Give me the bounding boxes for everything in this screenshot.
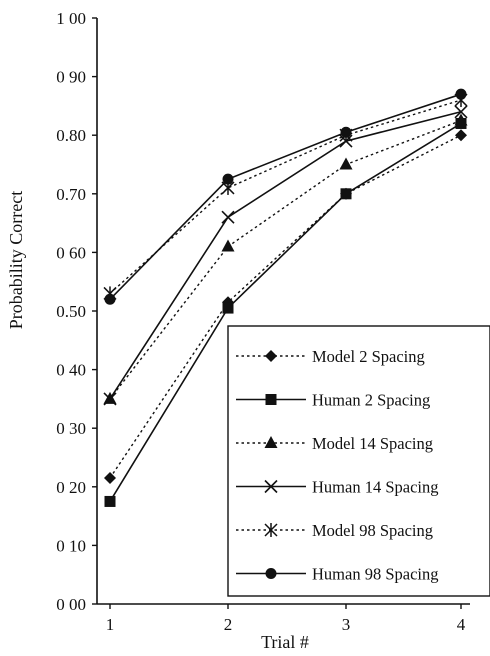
- y-tick-label: 0 10: [56, 536, 86, 555]
- data-point: [104, 293, 116, 305]
- series-line: [109, 122, 462, 502]
- legend-label: Human 2 Spacing: [312, 391, 430, 410]
- legend-entry: Human 98 Spacing: [236, 565, 438, 584]
- x-ticks: 1 2 3 4: [106, 604, 466, 634]
- series-line: [109, 119, 462, 400]
- x-tick-label: 3: [342, 615, 351, 634]
- legend-marker: [264, 523, 278, 537]
- legend-box: [227, 325, 490, 597]
- x-tick-label: 4: [457, 615, 466, 634]
- x-tick-label: 1: [106, 615, 115, 634]
- legend-marker: [265, 394, 277, 405]
- series-line: [109, 93, 462, 300]
- data-point: [221, 239, 235, 252]
- legend-marker: [264, 479, 278, 494]
- legend-entry: Human 14 Spacing: [236, 478, 438, 497]
- legend-label: Model 98 Spacing: [312, 521, 433, 540]
- legend-marker: [265, 568, 277, 579]
- legend-label: Model 14 Spacing: [312, 434, 433, 453]
- y-tick-label: 0 30: [56, 419, 86, 438]
- data-point: [340, 126, 352, 138]
- data-point: [222, 173, 234, 185]
- y-tick-label: 0 00: [56, 595, 86, 614]
- data-point: [455, 129, 467, 142]
- data-point: [104, 495, 116, 507]
- legend-label: Human 14 Spacing: [312, 478, 438, 497]
- legend-label: Human 98 Spacing: [312, 565, 438, 584]
- series-4: [103, 105, 468, 406]
- series-line: [109, 99, 462, 294]
- legend-label: Model 2 Spacing: [312, 347, 425, 366]
- series-line: [109, 134, 462, 479]
- y-tick-label: 0 20: [56, 478, 86, 497]
- legend-marker: [265, 350, 277, 362]
- data-point: [103, 392, 117, 406]
- data-point: [104, 472, 116, 485]
- legend-entry: Model 14 Spacing: [236, 434, 433, 453]
- y-tick-label: 0 60: [56, 243, 86, 262]
- legend-entry: Model 2 Spacing: [236, 347, 425, 366]
- series-layer: [103, 88, 468, 507]
- data-point: [339, 157, 353, 170]
- y-axis-title: Probability Correct: [6, 191, 26, 329]
- legend-marker: [264, 436, 278, 448]
- legend: Model 2 Spacing Human 2 Spacing Model 14 S…: [227, 325, 490, 597]
- data-point: [455, 88, 467, 100]
- y-tick-label: 0.50: [56, 302, 86, 321]
- series-3: [103, 113, 468, 404]
- x-axis-title: Trial #: [261, 632, 309, 652]
- series-6: [104, 88, 467, 305]
- data-point: [340, 188, 352, 200]
- data-point: [221, 210, 235, 224]
- series-line: [109, 110, 462, 400]
- y-tick-label: 1 00: [56, 9, 86, 28]
- y-tick-label: 0.80: [56, 126, 86, 145]
- legend-entry: Model 98 Spacing: [236, 521, 433, 540]
- x-tick-label: 2: [224, 615, 233, 634]
- y-tick-label: 0 90: [56, 68, 86, 87]
- y-tick-label: 0 40: [56, 361, 86, 380]
- data-point: [454, 105, 468, 119]
- y-tick-label: 0.70: [56, 185, 86, 204]
- data-point: [454, 113, 468, 126]
- legend-entry: Human 2 Spacing: [236, 391, 430, 410]
- y-ticks: 0 00 0 10 0 20 0 30 0 40 0.50 0 60 0.70 0.80 0 90…: [56, 9, 97, 614]
- data-point: [222, 302, 234, 314]
